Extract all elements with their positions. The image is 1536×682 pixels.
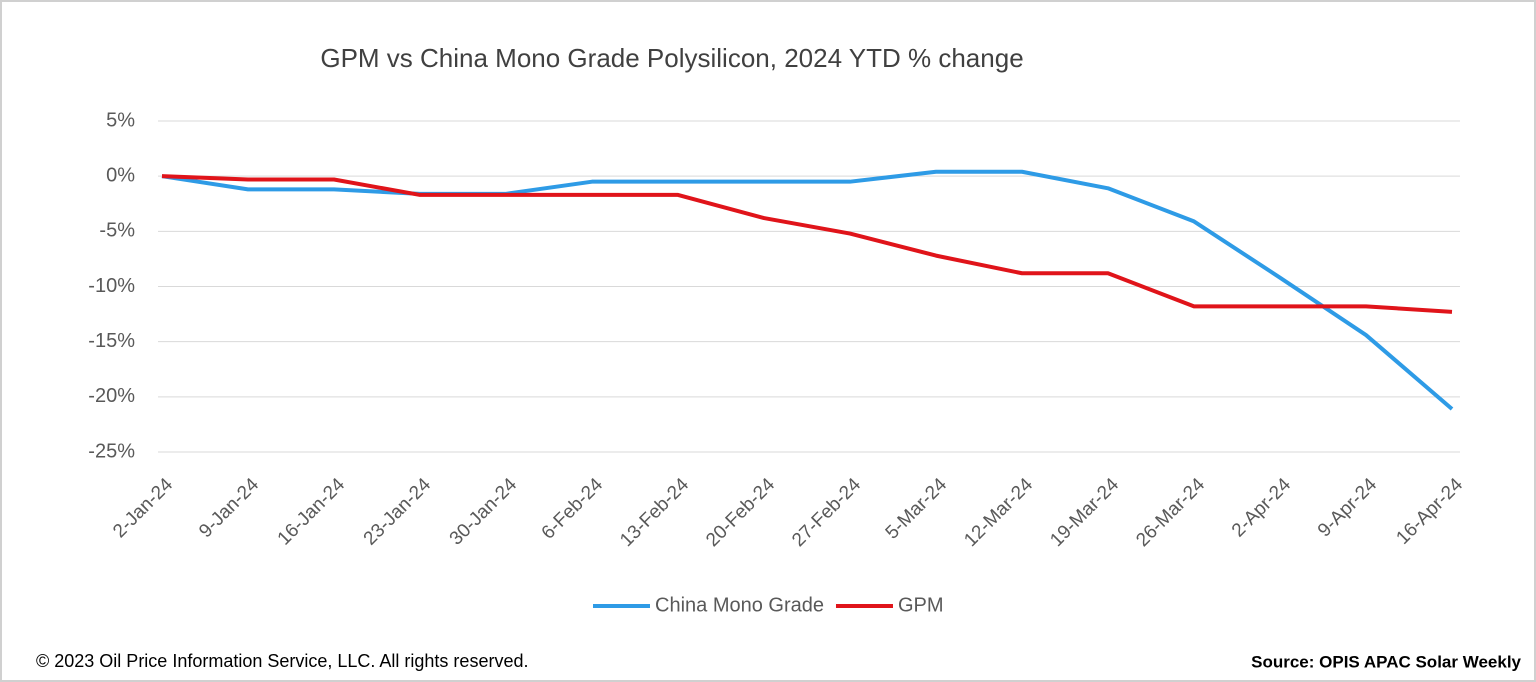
y-tick-label: -5% — [99, 220, 135, 242]
y-tick-label: -25% — [88, 440, 135, 462]
copyright: © 2023 Oil Price Information Service, LL… — [36, 651, 528, 671]
legend-label: GPM — [898, 594, 944, 616]
chart-title: GPM vs China Mono Grade Polysilicon, 202… — [320, 43, 1023, 73]
y-tick-label: -20% — [88, 385, 135, 407]
series-line — [161, 174, 1453, 314]
legend-label: China Mono Grade — [655, 594, 824, 616]
y-tick-label: -10% — [88, 275, 135, 297]
y-tick-label: 5% — [106, 109, 135, 131]
y-tick-label: -15% — [88, 330, 135, 352]
series-line — [161, 169, 1454, 411]
y-tick-label: 0% — [106, 164, 135, 186]
source: Source: OPIS APAC Solar Weekly — [1251, 652, 1521, 671]
